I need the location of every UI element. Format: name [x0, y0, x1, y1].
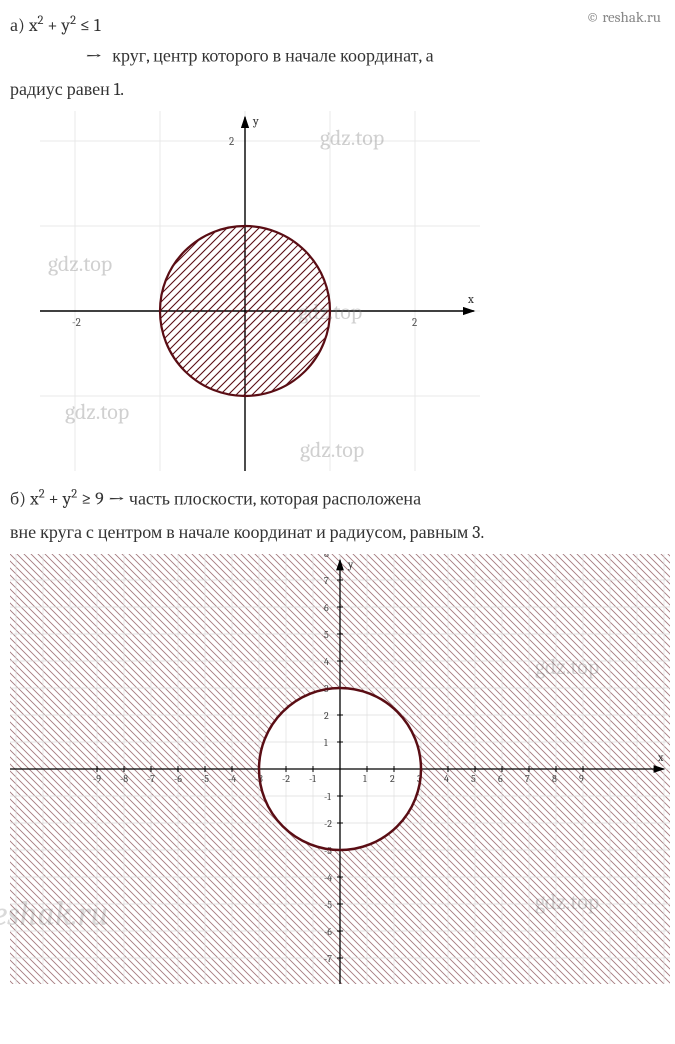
svg-text:-5: -5: [201, 773, 209, 785]
problem-a-desc2: радиус равен 1.: [10, 76, 665, 103]
svg-text:-4: -4: [324, 872, 332, 884]
svg-text:-2: -2: [282, 773, 290, 785]
svg-text:5: 5: [471, 773, 476, 785]
svg-text:x: x: [467, 292, 474, 306]
svg-text:7: 7: [525, 773, 530, 785]
svg-text:-7: -7: [147, 773, 155, 785]
op-a: ≤ 1: [76, 15, 100, 36]
svg-text:1: 1: [324, 737, 328, 749]
svg-text:4: 4: [324, 656, 329, 668]
svg-text:-8: -8: [120, 773, 128, 785]
svg-text:6: 6: [324, 602, 329, 614]
desc-b1: часть плоскости, которая расположена: [129, 489, 421, 510]
svg-text:9: 9: [579, 773, 584, 785]
svg-text:y: y: [252, 114, 259, 128]
arrow-icon: →: [85, 41, 102, 74]
svg-text:-2: -2: [72, 316, 81, 329]
plus-a: +: [44, 15, 62, 36]
svg-text:4: 4: [444, 773, 449, 785]
svg-text:-6: -6: [324, 926, 332, 938]
term-y-b: y: [63, 489, 72, 510]
problem-a-formula: а) x2 + y2 ≤ 1: [10, 12, 665, 39]
svg-text:-5: -5: [324, 899, 332, 911]
svg-text:8: 8: [552, 773, 557, 785]
svg-text:-3: -3: [324, 845, 332, 857]
svg-text:7: 7: [324, 575, 329, 587]
svg-text:2: 2: [324, 710, 329, 722]
svg-text:2: 2: [229, 135, 234, 148]
svg-text:-7: -7: [324, 953, 332, 965]
svg-text:1: 1: [363, 773, 367, 785]
problem-b-desc2: вне круга с центром в начале координат и…: [10, 519, 665, 546]
label-a: а): [10, 15, 25, 36]
svg-text:6: 6: [498, 773, 503, 785]
problem-a-desc1: → круг, центр которого в начале координа…: [10, 41, 665, 74]
graph-b-container: -9-8-7-6-5-4-3-2-1123456789-7-6-5-4-3-2-…: [10, 554, 665, 989]
svg-text:-6: -6: [174, 773, 182, 785]
svg-text:2: 2: [390, 773, 395, 785]
svg-text:5: 5: [324, 629, 329, 641]
svg-text:-1: -1: [324, 791, 331, 803]
svg-text:-2: -2: [324, 818, 332, 830]
svg-text:y: y: [347, 558, 354, 571]
plus-b: +: [45, 489, 63, 510]
term-x: x: [29, 15, 38, 36]
problem-b-line1: б) x2 + y2 ≥ 9 → часть плоскости, котора…: [10, 484, 665, 517]
svg-text:-4: -4: [228, 773, 236, 785]
svg-text:-1: -1: [309, 773, 316, 785]
term-y: y: [61, 15, 70, 36]
svg-text:2: 2: [412, 316, 417, 329]
svg-text:-9: -9: [93, 773, 101, 785]
svg-text:8: 8: [324, 554, 329, 560]
svg-text:x: x: [657, 751, 664, 764]
term-x-b: x: [30, 489, 39, 510]
label-b: б): [10, 489, 26, 510]
copyright: © reshak.ru: [586, 8, 661, 26]
desc-a1: круг, центр которого в начале координат,…: [112, 46, 433, 67]
arrow-icon-b: →: [108, 484, 125, 517]
op-b: ≥ 9: [77, 489, 104, 510]
graph-a-container: -223-22xygdz.topgdz.topgdz.topgdz.topgdz…: [40, 111, 665, 476]
